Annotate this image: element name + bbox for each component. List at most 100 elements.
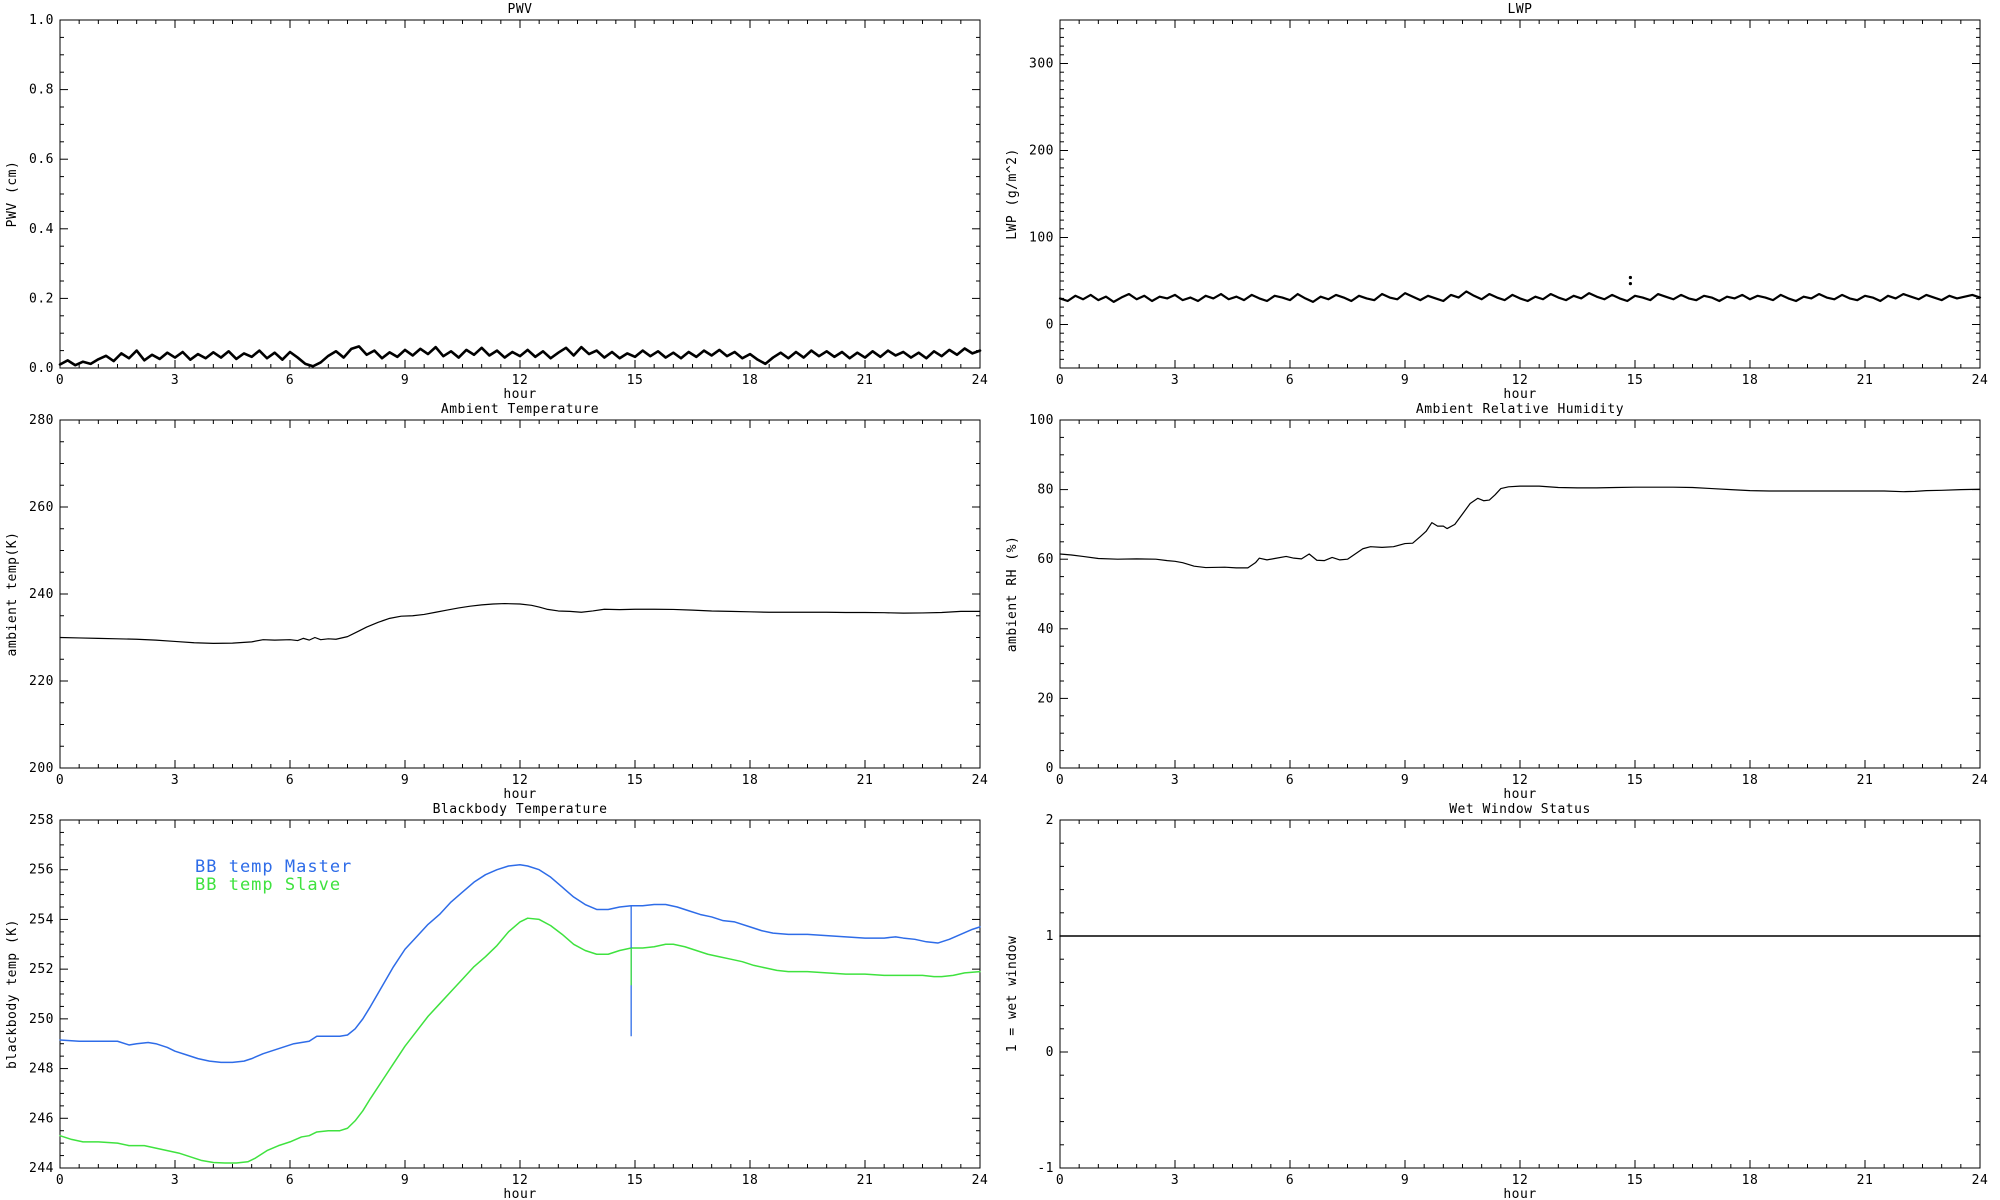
- ambient-relative-humidity-y-tick-label: 0: [1046, 761, 1054, 776]
- blackbody-temperature-legend-bb-temp-master: BB temp Master: [195, 857, 352, 877]
- chart-ambient-relative-humidity: 0 3 6 9 12 15 18 21 24 0 20 40 60 80 100 Ambient Relati…: [1000, 400, 2000, 800]
- ambient-relative-humidity-y-tick-label: 20: [1037, 691, 1054, 706]
- ambient-relative-humidity-x-tick-label: 18: [1742, 773, 1759, 788]
- ambient-relative-humidity-y-tick-label: 40: [1037, 622, 1054, 637]
- pwv-xlabel: hour: [503, 387, 536, 400]
- ambient-relative-humidity-xlabel: hour: [1503, 787, 1536, 800]
- ambient-relative-humidity-x-tick-label: 9: [1401, 773, 1409, 788]
- lwp-x-tick-label: 24: [1972, 373, 1989, 388]
- ambient-temperature-axis-box: [59, 419, 981, 769]
- blackbody-temperature-x-tick-label: 21: [857, 1173, 874, 1188]
- ambient-temperature-x-tick-label: 15: [627, 773, 644, 788]
- blackbody-temperature-y-tick-label: 248: [29, 1062, 54, 1077]
- blackbody-temperature-legend-bb-temp-slave: BB temp Slave: [195, 875, 341, 895]
- ambient-temperature-x-tick-label: 24: [972, 773, 989, 788]
- wet-window-status-x-tick-label: 18: [1742, 1173, 1759, 1188]
- blackbody-temperature-x-tick-label: 3: [171, 1173, 179, 1188]
- blackbody-temperature-y-tick-label: 252: [29, 962, 54, 977]
- pwv-axis-box: [59, 19, 981, 369]
- lwp-series-lwp: [1058, 290, 1982, 303]
- wet-window-status-x-tick-label: 9: [1401, 1173, 1409, 1188]
- blackbody-temperature-y-tick-label: 250: [29, 1012, 54, 1027]
- wet-window-status-y-tick-label: 2: [1046, 813, 1054, 828]
- wet-window-status-y-tick-label: 0: [1046, 1045, 1054, 1060]
- ambient-relative-humidity-y-tick-label: 100: [1029, 413, 1054, 428]
- ambient-temperature-series-ambient-temp: [59, 602, 981, 644]
- wet-window-status-x-tick-label: 3: [1171, 1173, 1179, 1188]
- ambient-temperature-x-tick-label: 12: [512, 773, 529, 788]
- pwv-x-tick-label: 18: [742, 373, 759, 388]
- pwv-x-tick-label: 9: [401, 373, 409, 388]
- lwp-x-tick-label: 0: [1056, 373, 1064, 388]
- blackbody-temperature-x-tick-label: 6: [286, 1173, 294, 1188]
- ambient-temperature-title: Ambient Temperature: [441, 402, 599, 417]
- pwv-x-tick-label: 15: [627, 373, 644, 388]
- pwv-x-tick-label: 3: [171, 373, 179, 388]
- wet-window-status-x-tick-label: 21: [1857, 1173, 1874, 1188]
- chart-lwp: 0 3 6 9 12 15 18 21 24 0 100 200 300 LWP hour LWP (g/m^…: [1000, 0, 2000, 400]
- ambient-relative-humidity-ylabel: ambient RH (%): [1005, 536, 1020, 653]
- blackbody-temperature-y-tick-label: 246: [29, 1111, 54, 1126]
- wet-window-status-ylabel: 1 = wet window: [1005, 936, 1020, 1053]
- ambient-relative-humidity-y-tick-label: 80: [1037, 483, 1054, 498]
- blackbody-temperature-series-bb-temp-slave: [59, 917, 981, 1164]
- ambient-relative-humidity-x-tick-label: 3: [1171, 773, 1179, 788]
- wet-window-status-x-tick-label: 15: [1627, 1173, 1644, 1188]
- lwp-title: LWP: [1508, 2, 1533, 17]
- ambient-relative-humidity-title: Ambient Relative Humidity: [1416, 402, 1624, 417]
- blackbody-temperature-y-tick-label: 244: [29, 1161, 54, 1176]
- wet-window-status-x-tick-label: 6: [1286, 1173, 1294, 1188]
- chart-blackbody-temperature: 0 3 6 9 12 15 18 21 24 244 246 248 250 252 254 256 258 Bl…: [0, 800, 1000, 1200]
- lwp-y-tick-label: 0: [1046, 318, 1054, 333]
- blackbody-temperature-x-tick-label: 0: [56, 1173, 64, 1188]
- wet-window-status-y-tick-label: 1: [1046, 929, 1054, 944]
- blackbody-temperature-ylabel: blackbody temp (K): [5, 919, 20, 1069]
- ambient-relative-humidity-x-tick-label: 24: [1972, 773, 1989, 788]
- pwv-x-tick-label: 12: [512, 373, 529, 388]
- pwv-x-tick-label: 24: [972, 373, 989, 388]
- pwv-series-pwv: [58, 345, 982, 368]
- pwv-x-tick-label: 21: [857, 373, 874, 388]
- blackbody-temperature-y-tick-label: 258: [29, 813, 54, 828]
- pwv-y-tick-label: 1.0: [29, 13, 54, 28]
- ambient-temperature-y-tick-label: 240: [29, 587, 54, 602]
- wet-window-status-title: Wet Window Status: [1449, 802, 1591, 817]
- blackbody-temperature-x-tick-label: 24: [972, 1173, 989, 1188]
- lwp-axis-box: [1059, 19, 1981, 369]
- pwv-y-tick-label: 0.2: [29, 291, 54, 306]
- ambient-temperature-x-tick-label: 9: [401, 773, 409, 788]
- ambient-relative-humidity-series-ambient-rh: [1059, 485, 1981, 569]
- ambient-temperature-x-tick-label: 21: [857, 773, 874, 788]
- blackbody-temperature-title: Blackbody Temperature: [433, 802, 608, 817]
- blackbody-temperature-xlabel: hour: [503, 1187, 536, 1200]
- ambient-relative-humidity-x-tick-label: 12: [1512, 773, 1529, 788]
- lwp-x-tick-label: 21: [1857, 373, 1874, 388]
- ambient-temperature-x-tick-label: 6: [286, 773, 294, 788]
- blackbody-temperature-x-tick-label: 15: [627, 1173, 644, 1188]
- ambient-relative-humidity-x-tick-label: 21: [1857, 773, 1874, 788]
- lwp-y-tick-label: 100: [1029, 231, 1054, 246]
- lwp-x-tick-label: 6: [1286, 373, 1294, 388]
- pwv-y-tick-label: 0.4: [29, 222, 54, 237]
- ambient-temperature-y-tick-label: 260: [29, 500, 54, 515]
- wet-window-status-y-tick-label: -1: [1037, 1161, 1054, 1176]
- wet-window-status-x-tick-label: 0: [1056, 1173, 1064, 1188]
- lwp-outlier-point-1: [1628, 282, 1632, 286]
- blackbody-temperature-x-tick-label: 18: [742, 1173, 759, 1188]
- lwp-xlabel: hour: [1503, 387, 1536, 400]
- lwp-outlier-point-0: [1628, 275, 1632, 280]
- lwp-y-tick-label: 300: [1029, 57, 1054, 72]
- pwv-x-tick-label: 0: [56, 373, 64, 388]
- ambient-temperature-x-tick-label: 3: [171, 773, 179, 788]
- pwv-y-tick-label: 0.6: [29, 152, 54, 167]
- ambient-temperature-ylabel: ambient temp(K): [5, 532, 20, 657]
- pwv-y-tick-label: 0.0: [29, 361, 54, 376]
- ambient-relative-humidity-x-tick-label: 15: [1627, 773, 1644, 788]
- wet-window-status-xlabel: hour: [1503, 1187, 1536, 1200]
- ambient-temperature-y-tick-label: 200: [29, 761, 54, 776]
- blackbody-temperature-y-tick-label: 256: [29, 863, 54, 878]
- lwp-x-tick-label: 18: [1742, 373, 1759, 388]
- ambient-temperature-y-tick-label: 220: [29, 674, 54, 689]
